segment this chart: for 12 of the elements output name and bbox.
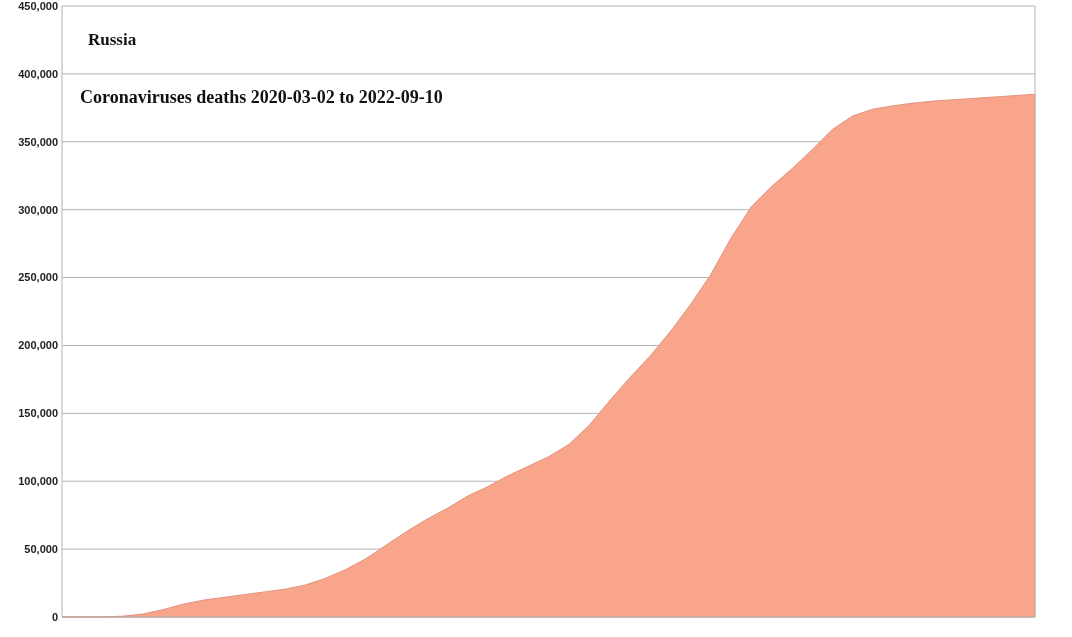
y-tick-label: 300,000 (18, 203, 58, 216)
y-tick-label: 350,000 (18, 135, 58, 148)
y-tick-label: 0 (51, 610, 58, 623)
text: Russia (88, 30, 137, 49)
y-tick-label: 50,000 (24, 542, 58, 555)
text: Coronaviruses deaths 2020-03-02 to 2022-09-10 (80, 87, 443, 107)
y-tick-label: 100,000 (18, 475, 58, 488)
y-tick-label: 450,000 (18, 0, 58, 12)
y-tick-label: 400,000 (18, 67, 58, 80)
y-tick-label: 200,000 (18, 339, 58, 352)
y-tick-label: 250,000 (18, 271, 58, 284)
y-tick-label: 150,000 (18, 407, 58, 420)
